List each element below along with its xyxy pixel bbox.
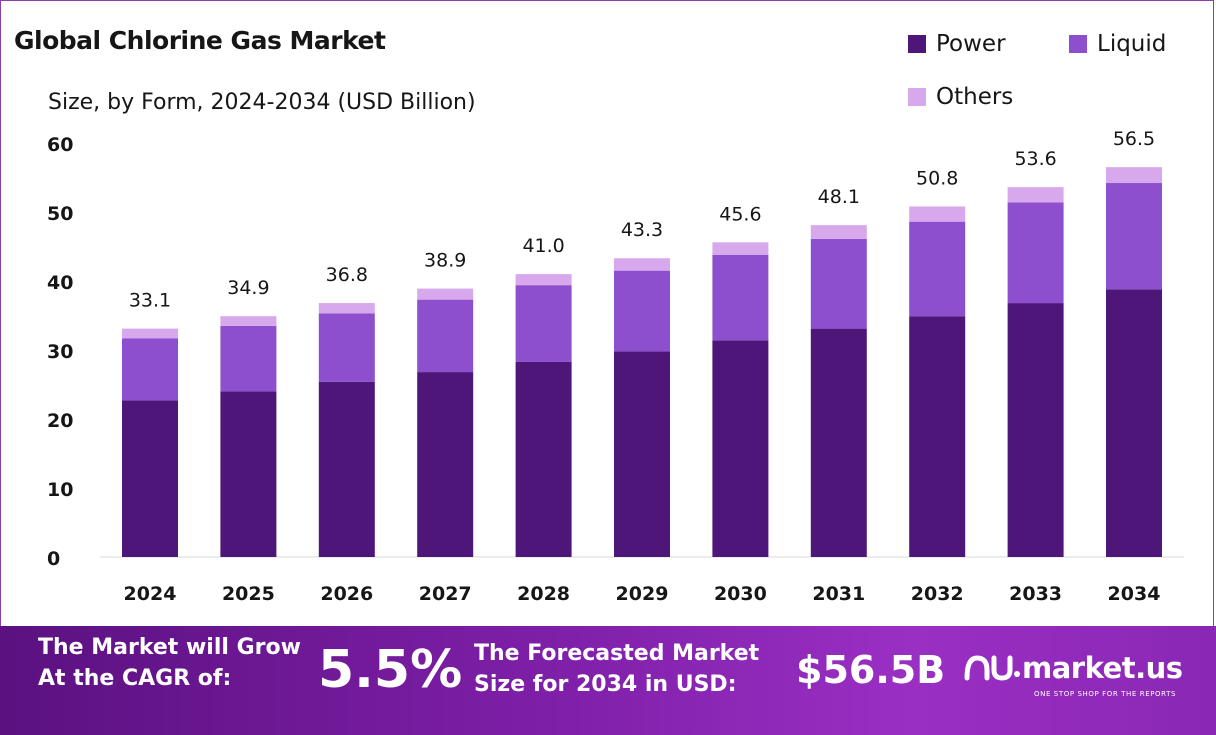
bar-segment-others (1106, 167, 1162, 184)
y-tick-label: 40 (47, 272, 73, 294)
bar-segment-others (515, 274, 572, 286)
bar-segment-liquid (122, 338, 178, 401)
x-tick-label: 2028 (517, 583, 570, 605)
bar-total-label: 50.8 (916, 167, 958, 189)
bar-segment-power (1106, 289, 1162, 557)
bar-segment-liquid (909, 221, 966, 317)
brand-tagline: ONE STOP SHOP FOR THE REPORTS (1034, 690, 1177, 698)
forecast-caption: The Forecasted Market Size for 2034 in U… (474, 638, 759, 700)
bar-segment-liquid (712, 254, 769, 341)
cagr-caption: The Market will Grow At the CAGR of: (38, 632, 301, 694)
bar-segment-power (515, 361, 572, 557)
bar-segment-power (220, 391, 277, 557)
x-tick-label: 2029 (616, 583, 669, 605)
bar-total-label: 45.6 (719, 203, 761, 225)
bar-segment-power (417, 372, 474, 557)
bar-segment-power (122, 400, 178, 557)
legend-swatch-power (908, 35, 926, 53)
bar-chart: 010203040506033.1202434.9202536.8202638.… (47, 128, 1184, 605)
legend-swatch-others (908, 88, 926, 106)
chart-title: Global Chlorine Gas Market (14, 26, 386, 55)
footer-banner: The Market will Grow At the CAGR of: 5.5… (0, 626, 1216, 735)
bar-total-label: 43.3 (621, 219, 663, 241)
y-tick-label: 20 (47, 410, 73, 432)
bar-segment-liquid (614, 270, 670, 352)
legend-item-others: Others (908, 84, 1013, 110)
bar-segment-liquid (1106, 183, 1162, 290)
x-tick-label: 2032 (911, 583, 964, 605)
bar-segment-liquid (515, 285, 572, 362)
forecast-caption-line2: Size for 2034 in USD: (474, 672, 737, 697)
y-tick-label: 0 (47, 548, 60, 570)
x-tick-label: 2027 (419, 583, 472, 605)
bar-total-label: 34.9 (227, 277, 269, 299)
bar-segment-others (909, 206, 966, 222)
legend-label-power: Power (936, 31, 1006, 57)
bar-segment-power (909, 316, 966, 557)
bar-segment-others (614, 258, 670, 271)
chart-subtitle: Size, by Form, 2024-2034 (USD Billion) (48, 90, 476, 115)
legend-item-liquid: Liquid (1069, 31, 1166, 57)
bar-total-label: 33.1 (129, 290, 171, 312)
bar-segment-liquid (810, 238, 867, 329)
x-tick-label: 2033 (1009, 583, 1062, 605)
x-tick-label: 2026 (320, 583, 373, 605)
bar-segment-liquid (318, 313, 375, 382)
brand-name: market.us (1022, 651, 1183, 685)
legend-label-liquid: Liquid (1097, 31, 1167, 57)
market-us-logo-icon (964, 655, 1020, 681)
x-tick-label: 2025 (222, 583, 275, 605)
x-tick-label: 2031 (812, 583, 865, 605)
legend-label-others: Others (936, 84, 1014, 110)
x-tick-label: 2034 (1108, 583, 1161, 605)
bar-segment-power (810, 328, 867, 557)
bar-total-label: 53.6 (1014, 148, 1056, 170)
bar-total-label: 48.1 (818, 186, 860, 208)
cagr-value: 5.5% (318, 640, 463, 700)
bar-segment-others (220, 316, 277, 326)
cagr-caption-line1: The Market will Grow (38, 635, 301, 660)
legend-item-power: Power (908, 31, 1006, 57)
bar-segment-power (712, 340, 769, 557)
forecast-value: $56.5B (796, 648, 946, 692)
bar-segment-liquid (417, 299, 474, 373)
x-tick-label: 2030 (714, 583, 767, 605)
bar-segment-power (1007, 303, 1064, 557)
x-tick-label: 2024 (124, 583, 177, 605)
bar-total-label: 36.8 (326, 264, 368, 286)
bar-segment-others (417, 288, 474, 300)
bar-segment-others (122, 328, 178, 339)
bar-segment-others (712, 242, 769, 255)
cagr-caption-line2: At the CAGR of: (38, 666, 232, 691)
forecast-caption-line1: The Forecasted Market (474, 641, 760, 666)
bar-segment-liquid (220, 325, 277, 392)
bar-total-label: 56.5 (1113, 128, 1155, 150)
y-tick-label: 60 (47, 134, 73, 156)
legend-swatch-liquid (1069, 35, 1087, 53)
brand-logo: market.us ONE STOP SHOP FOR THE REPORTS (962, 648, 1183, 698)
bar-segment-power (614, 351, 670, 557)
bar-segment-others (810, 225, 867, 239)
bar-segment-power (318, 381, 375, 557)
y-tick-label: 30 (47, 341, 73, 363)
bar-segment-others (1007, 187, 1064, 203)
bar-total-label: 38.9 (424, 250, 466, 272)
bar-segment-others (318, 303, 375, 314)
y-tick-label: 10 (47, 479, 73, 501)
y-tick-label: 50 (47, 203, 73, 225)
bar-total-label: 41.0 (522, 235, 564, 257)
bar-segment-liquid (1007, 202, 1064, 304)
